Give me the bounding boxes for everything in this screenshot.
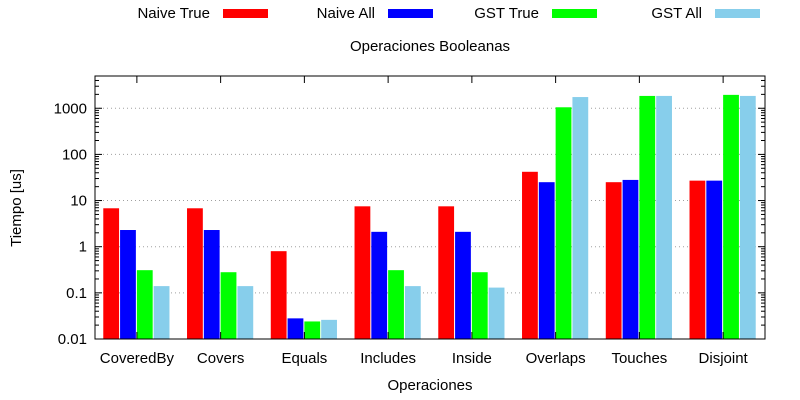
legend-swatch [223,9,268,18]
y-tick-label: 0.1 [66,285,87,302]
legend-label: Naive True [137,5,210,22]
bar-gst-all-disjoint [739,95,756,339]
chart-title: Operaciones Booleanas [350,38,510,55]
x-tick-label: Equals [281,350,327,367]
bar-naive-all-covers [203,230,220,339]
legend-swatch [388,9,433,18]
bar-naive-true-inside [438,206,455,339]
x-axis: CoveredBy Covers Equals Includes Inside Overl… [100,76,749,367]
x-tick-label: Disjoint [699,350,749,367]
bar-naive-all-includes [371,231,388,339]
bar-gst-all-includes [404,286,421,339]
bar-gst-true-overlaps [555,107,572,340]
bar-gst-all-equals [321,319,337,339]
bars [103,94,756,340]
bar-naive-true-disjoint [689,180,706,339]
x-tick-label: Touches [611,350,667,367]
legend-label: Naive All [317,5,375,22]
bar-naive-true-touches [605,182,622,339]
bar-naive-all-inside [455,231,471,339]
bar-gst-true-coveredby [136,270,153,339]
y-tick-label: 1000 [54,100,87,117]
bar-gst-true-covers [220,272,237,339]
x-axis-title: Operaciones [387,377,472,394]
legend-swatch [715,9,760,18]
bar-naive-all-coveredby [120,230,136,339]
bar-naive-all-equals [287,318,304,339]
bar-naive-true-includes [354,206,371,339]
x-tick-label: CoveredBy [100,350,175,367]
bar-gst-all-inside [488,287,505,339]
x-tick-label: Overlaps [526,350,586,367]
legend-label: GST All [651,5,702,22]
y-tick-label: 1 [79,239,87,256]
y-tick-label: 0.01 [58,331,87,348]
x-tick-label: Inside [452,350,492,367]
legend-swatch [552,9,597,18]
bar-naive-true-overlaps [522,171,538,339]
bar-naive-all-touches [622,179,639,339]
bar-gst-all-touches [656,95,672,339]
y-axis-title: Tiempo [us] [8,169,25,247]
bar-gst-true-disjoint [723,94,739,340]
bar-naive-true-equals [270,251,287,339]
legend-label: GST True [474,5,539,22]
bar-naive-all-disjoint [706,180,723,339]
bar-naive-true-coveredby [103,208,120,339]
x-tick-label: Covers [197,350,245,367]
legend: Naive True Naive All GST True GST All [137,5,760,22]
bar-gst-true-equals [304,321,321,339]
bar-gst-all-overlaps [572,97,589,339]
y-tick-label: 100 [62,146,87,163]
bar-naive-true-covers [187,208,203,339]
bar-gst-all-coveredby [153,286,170,339]
y-tick-label: 10 [70,193,87,210]
bar-gst-true-includes [388,270,404,339]
bar-gst-all-covers [237,286,254,339]
bar-gst-true-inside [471,272,488,339]
y-axis: 0.01 0.1 1 10 100 1000 [54,79,765,348]
bar-naive-all-overlaps [538,182,555,339]
x-tick-label: Includes [360,350,416,367]
bar-gst-true-touches [639,95,656,339]
